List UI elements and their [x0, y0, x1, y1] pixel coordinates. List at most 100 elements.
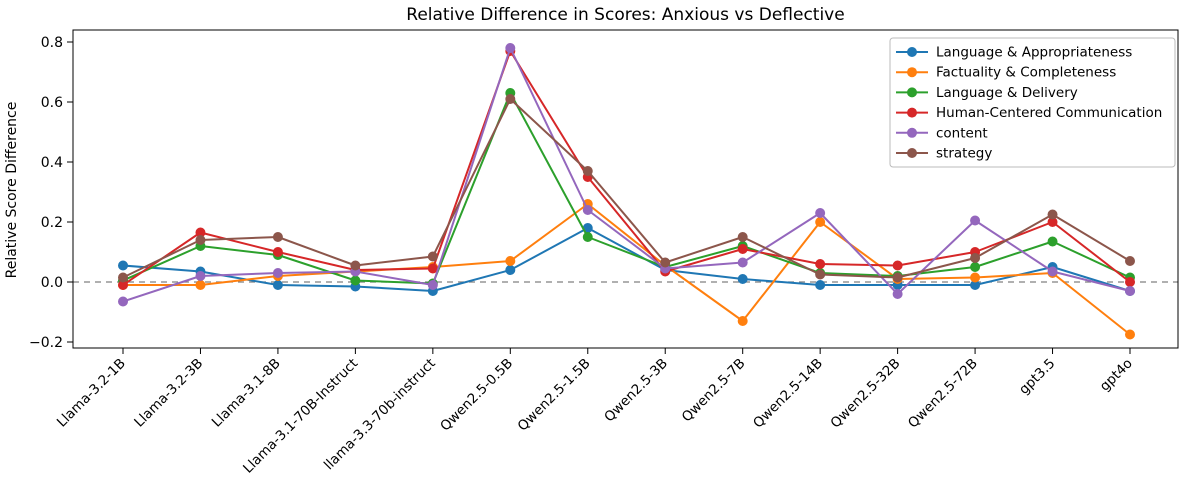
x-tick-label: Llama-3.1-8B — [209, 356, 284, 431]
data-point — [737, 316, 748, 326]
data-point — [815, 259, 826, 269]
legend-marker — [907, 67, 917, 78]
data-point — [970, 272, 981, 283]
data-point — [505, 43, 516, 53]
series-factuality-completeness — [118, 199, 1135, 340]
y-axis-label: Relative Score Difference — [4, 101, 20, 279]
data-point — [1047, 266, 1058, 277]
legend-marker — [907, 87, 917, 98]
data-point — [195, 271, 206, 281]
x-tick-label: Llama-3.2-3B — [131, 356, 206, 431]
axes-frame — [72, 29, 1179, 349]
data-point — [815, 269, 826, 280]
data-point — [350, 260, 361, 271]
data-point — [195, 235, 206, 245]
legend-entry: strategy — [896, 146, 992, 162]
data-point — [118, 280, 128, 290]
data-point — [427, 263, 438, 274]
legend-marker — [907, 47, 917, 57]
x-tick-label: Llama-3.2-1B — [54, 356, 129, 431]
y-tick-label: 0.0 — [41, 275, 63, 291]
data-point — [970, 280, 981, 290]
data-point — [737, 244, 748, 254]
x-tick-label: Qwen2.5-7B — [679, 356, 749, 426]
data-point — [505, 94, 516, 104]
legend-box — [889, 37, 1176, 168]
data-point — [272, 280, 283, 290]
data-point — [815, 217, 826, 227]
legend-entry: content — [896, 125, 988, 141]
data-point — [815, 208, 826, 218]
data-point — [582, 232, 593, 242]
legend-marker — [907, 127, 917, 138]
data-point — [1047, 217, 1058, 227]
series-line — [122, 98, 1131, 279]
data-point — [272, 247, 283, 257]
series-content — [118, 43, 1135, 307]
data-point — [118, 272, 128, 283]
x-tick-label: Qwen2.5-14B — [750, 356, 826, 432]
series-line — [122, 227, 1131, 292]
data-point — [660, 257, 671, 268]
y-tick-label: −0.2 — [29, 335, 63, 351]
data-point — [970, 253, 981, 263]
data-point — [892, 272, 903, 283]
legend-entry: Language & Appropriateness — [896, 45, 1132, 61]
x-tick-label: gpt3.5 — [1016, 356, 1058, 398]
legend-label: Language & Appropriateness — [936, 45, 1132, 61]
data-point — [1125, 286, 1135, 296]
data-point — [427, 280, 438, 290]
x-tick-label: Qwen2.5-32B — [828, 356, 904, 432]
y-tick-label: 0.4 — [41, 155, 63, 171]
x-tick-label: Qwen2.5-1.5B — [515, 356, 594, 435]
series-line — [122, 47, 1131, 303]
data-point — [118, 260, 128, 271]
legend-label: content — [936, 125, 988, 141]
data-point — [272, 232, 283, 242]
data-point — [1125, 256, 1135, 266]
data-point — [892, 260, 903, 271]
data-point — [1047, 209, 1058, 220]
data-point — [1125, 329, 1135, 340]
x-tick-label: Qwen2.5-3B — [601, 356, 671, 426]
series-line — [122, 92, 1131, 285]
x-tick-label: Qwen2.5-72B — [905, 356, 981, 432]
data-point — [737, 232, 748, 242]
data-point — [970, 262, 981, 272]
legend-label: Factuality & Completeness — [936, 65, 1116, 81]
x-tick-label: gpt4o — [1097, 356, 1136, 395]
data-point — [195, 227, 206, 238]
data-point — [272, 268, 283, 278]
data-point — [892, 289, 903, 299]
legend-label: Language & Delivery — [936, 85, 1078, 101]
legend: Language & Appropriateness Factuality & C… — [889, 37, 1176, 168]
y-tick-label: 0.8 — [41, 35, 63, 51]
data-point — [505, 265, 516, 275]
chart-title: Relative Difference in Scores: Anxious v… — [406, 5, 845, 25]
legend-entry: Language & Delivery — [896, 85, 1078, 101]
data-point — [350, 275, 361, 286]
data-point — [737, 274, 748, 284]
legend-entry: Human-Centered Communication — [896, 105, 1162, 121]
legend-label: Human-Centered Communication — [936, 105, 1162, 121]
y-tick-label: 0.6 — [41, 95, 63, 111]
data-point — [1047, 236, 1058, 247]
data-point — [737, 257, 748, 268]
series-line — [123, 203, 1131, 336]
data-point — [195, 280, 206, 290]
data-point — [970, 215, 981, 226]
legend-entry: Factuality & Completeness — [896, 65, 1116, 81]
legend-marker — [907, 148, 917, 158]
data-point — [118, 296, 128, 307]
data-point — [505, 256, 516, 266]
legend-marker — [907, 107, 917, 118]
x-tick-label: Qwen2.5-0.5B — [437, 356, 516, 435]
y-tick-label: 0.2 — [41, 215, 63, 231]
data-point — [582, 205, 593, 215]
data-point — [815, 280, 826, 290]
data-point — [427, 251, 438, 262]
data-point — [582, 166, 593, 176]
series-line — [122, 50, 1131, 286]
legend-label: strategy — [936, 146, 992, 162]
